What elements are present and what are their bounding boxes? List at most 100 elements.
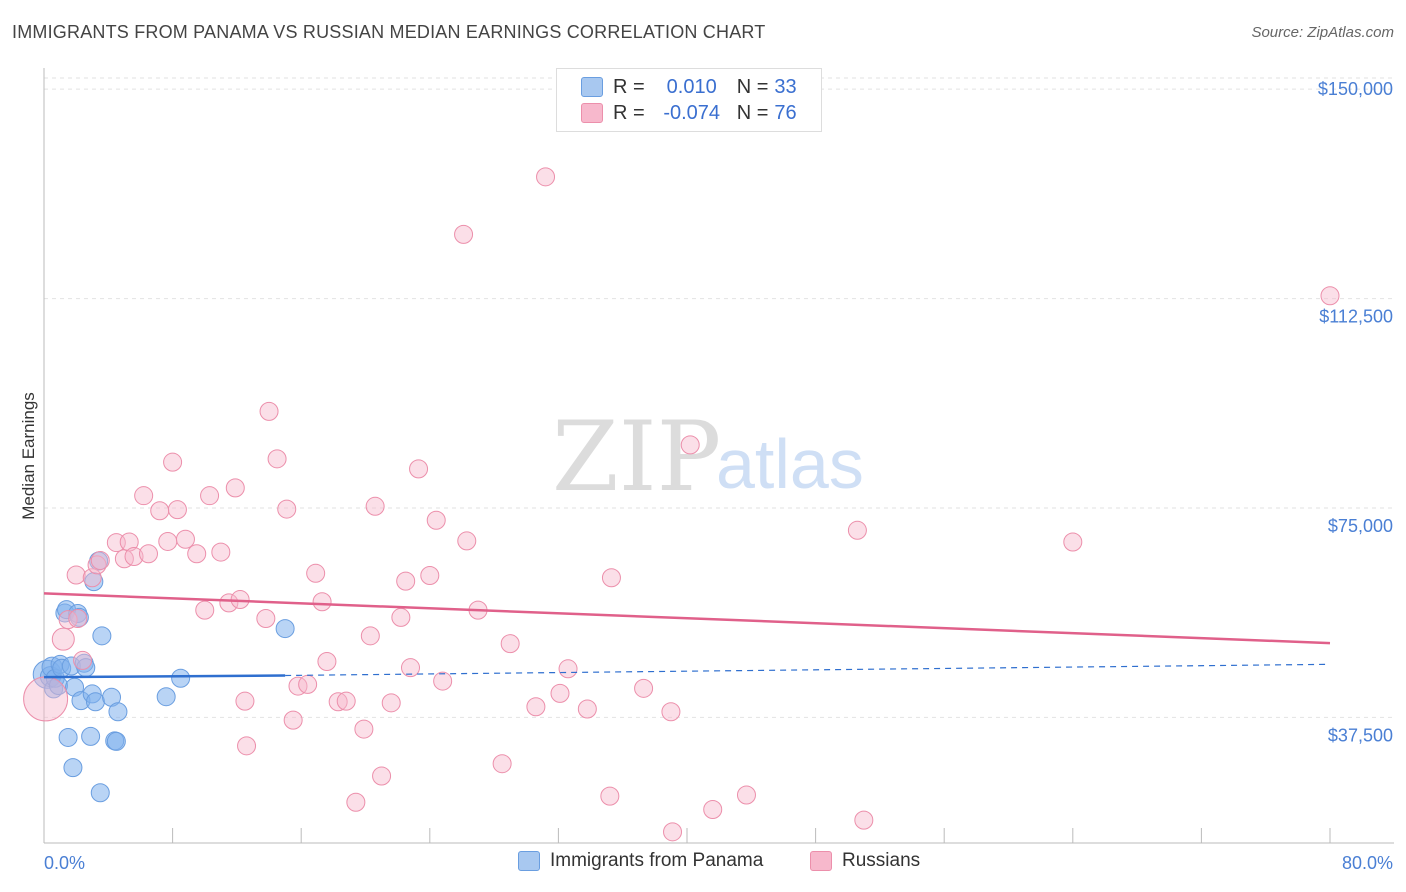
data-point-russians bbox=[365, 496, 385, 516]
legend-swatch-russians bbox=[581, 103, 603, 123]
data-point-russians bbox=[600, 786, 620, 806]
data-point-russians bbox=[360, 626, 380, 646]
data-point-russians bbox=[661, 702, 681, 722]
data-point-russians bbox=[328, 692, 348, 712]
chart-title: IMMIGRANTS FROM PANAMA VS RUSSIAN MEDIAN… bbox=[12, 22, 766, 42]
legend-item-panama[interactable]: Immigrants from Panama bbox=[518, 850, 763, 872]
legend-swatch-russians bbox=[810, 851, 832, 871]
data-point-russians bbox=[306, 563, 326, 583]
data-point-panama bbox=[275, 619, 295, 639]
data-point-russians bbox=[68, 609, 88, 629]
data-point-russians bbox=[82, 568, 102, 588]
y-tick-label: $37,500 bbox=[1328, 725, 1393, 745]
legend-r-label: R = bbox=[613, 101, 645, 124]
data-point-russians bbox=[457, 531, 477, 551]
data-point-russians bbox=[167, 500, 187, 520]
data-point-russians bbox=[680, 435, 700, 455]
data-point-russians bbox=[134, 486, 154, 506]
data-point-panama bbox=[81, 726, 101, 746]
data-point-panama bbox=[106, 731, 126, 751]
data-point-russians bbox=[663, 822, 683, 842]
data-point-russians bbox=[1320, 286, 1340, 306]
data-point-russians bbox=[124, 547, 144, 567]
data-point-russians bbox=[195, 600, 215, 620]
data-point-russians bbox=[51, 627, 75, 651]
data-point-russians bbox=[175, 529, 195, 549]
data-point-russians bbox=[225, 478, 245, 498]
y-tick-label: $75,000 bbox=[1328, 516, 1393, 536]
data-point-russians bbox=[854, 810, 874, 830]
y-axis-label: Median Earnings bbox=[19, 392, 38, 520]
y-tick-label: $112,500 bbox=[1319, 307, 1393, 327]
data-point-russians bbox=[396, 571, 416, 591]
data-point-panama bbox=[85, 692, 105, 712]
data-point-russians bbox=[312, 592, 332, 612]
data-point-russians bbox=[558, 659, 578, 679]
legend-r-value: -0.074 bbox=[663, 101, 721, 124]
data-point-russians bbox=[1063, 532, 1083, 552]
data-point-russians bbox=[601, 568, 621, 588]
legend-row-panama: R = 0.010 N = 33 bbox=[581, 74, 797, 100]
x-tick-label: 80.0% bbox=[1342, 853, 1393, 873]
data-point-russians bbox=[526, 697, 546, 717]
correlation-legend: R = 0.010 N = 33 R = -0.074 N = 76 bbox=[556, 68, 822, 132]
legend-n-label: N = bbox=[736, 101, 769, 124]
y-tick-label: $150,000 bbox=[1318, 79, 1393, 99]
data-point-russians bbox=[119, 532, 139, 552]
data-point-russians bbox=[736, 785, 756, 805]
data-point-russians bbox=[492, 754, 512, 774]
data-point-russians bbox=[219, 593, 239, 613]
trend-line-panama-extension bbox=[285, 663, 1331, 677]
legend-n-value: 76 bbox=[774, 101, 797, 124]
data-point-russians bbox=[354, 719, 374, 739]
data-point-russians bbox=[317, 652, 337, 672]
data-point-russians bbox=[267, 449, 287, 469]
data-point-russians bbox=[346, 792, 366, 812]
legend-swatch-panama bbox=[518, 851, 540, 871]
data-point-panama bbox=[171, 668, 191, 688]
data-point-russians bbox=[550, 683, 570, 703]
data-point-russians bbox=[420, 566, 440, 586]
legend-r-label: R = bbox=[613, 75, 645, 98]
data-point-russians bbox=[577, 699, 597, 719]
data-point-russians bbox=[288, 676, 308, 696]
data-point-russians bbox=[256, 609, 276, 629]
trend-line-panama bbox=[43, 674, 286, 679]
data-point-russians bbox=[163, 452, 183, 472]
data-point-russians bbox=[200, 486, 220, 506]
data-point-panama bbox=[156, 687, 176, 707]
data-point-russians bbox=[634, 678, 654, 698]
data-point-russians bbox=[409, 459, 429, 479]
legend-label-panama: Immigrants from Panama bbox=[550, 850, 764, 871]
data-point-russians bbox=[235, 691, 255, 711]
data-point-russians bbox=[150, 501, 170, 521]
data-point-russians bbox=[259, 401, 279, 421]
data-point-russians bbox=[138, 544, 158, 564]
trend-line-russians bbox=[43, 592, 1331, 645]
data-point-russians bbox=[211, 542, 231, 562]
data-point-russians bbox=[73, 650, 93, 670]
data-point-russians bbox=[277, 499, 297, 519]
data-point-russians bbox=[237, 736, 257, 756]
legend-swatch-panama bbox=[581, 77, 603, 97]
data-point-russians bbox=[58, 610, 78, 630]
data-point-russians bbox=[454, 224, 474, 244]
data-point-russians bbox=[847, 520, 867, 540]
data-point-russians bbox=[90, 550, 110, 570]
data-point-russians bbox=[66, 565, 86, 585]
data-point-russians bbox=[426, 510, 446, 530]
data-point-russians bbox=[391, 607, 411, 627]
data-point-russians bbox=[372, 766, 392, 786]
data-point-panama bbox=[90, 783, 110, 803]
x-tick-label: 0.0% bbox=[44, 853, 85, 873]
data-point-russians bbox=[536, 167, 556, 187]
data-point-russians bbox=[401, 658, 421, 678]
data-point-russians bbox=[158, 531, 178, 551]
data-point-panama bbox=[63, 758, 83, 778]
watermark-atlas: atlas bbox=[716, 425, 864, 503]
data-point-panama bbox=[92, 626, 112, 646]
series-legend: Immigrants from Panama Russians bbox=[0, 850, 1406, 880]
legend-label-russians: Russians bbox=[842, 850, 921, 871]
legend-item-russians[interactable]: Russians bbox=[810, 850, 920, 872]
